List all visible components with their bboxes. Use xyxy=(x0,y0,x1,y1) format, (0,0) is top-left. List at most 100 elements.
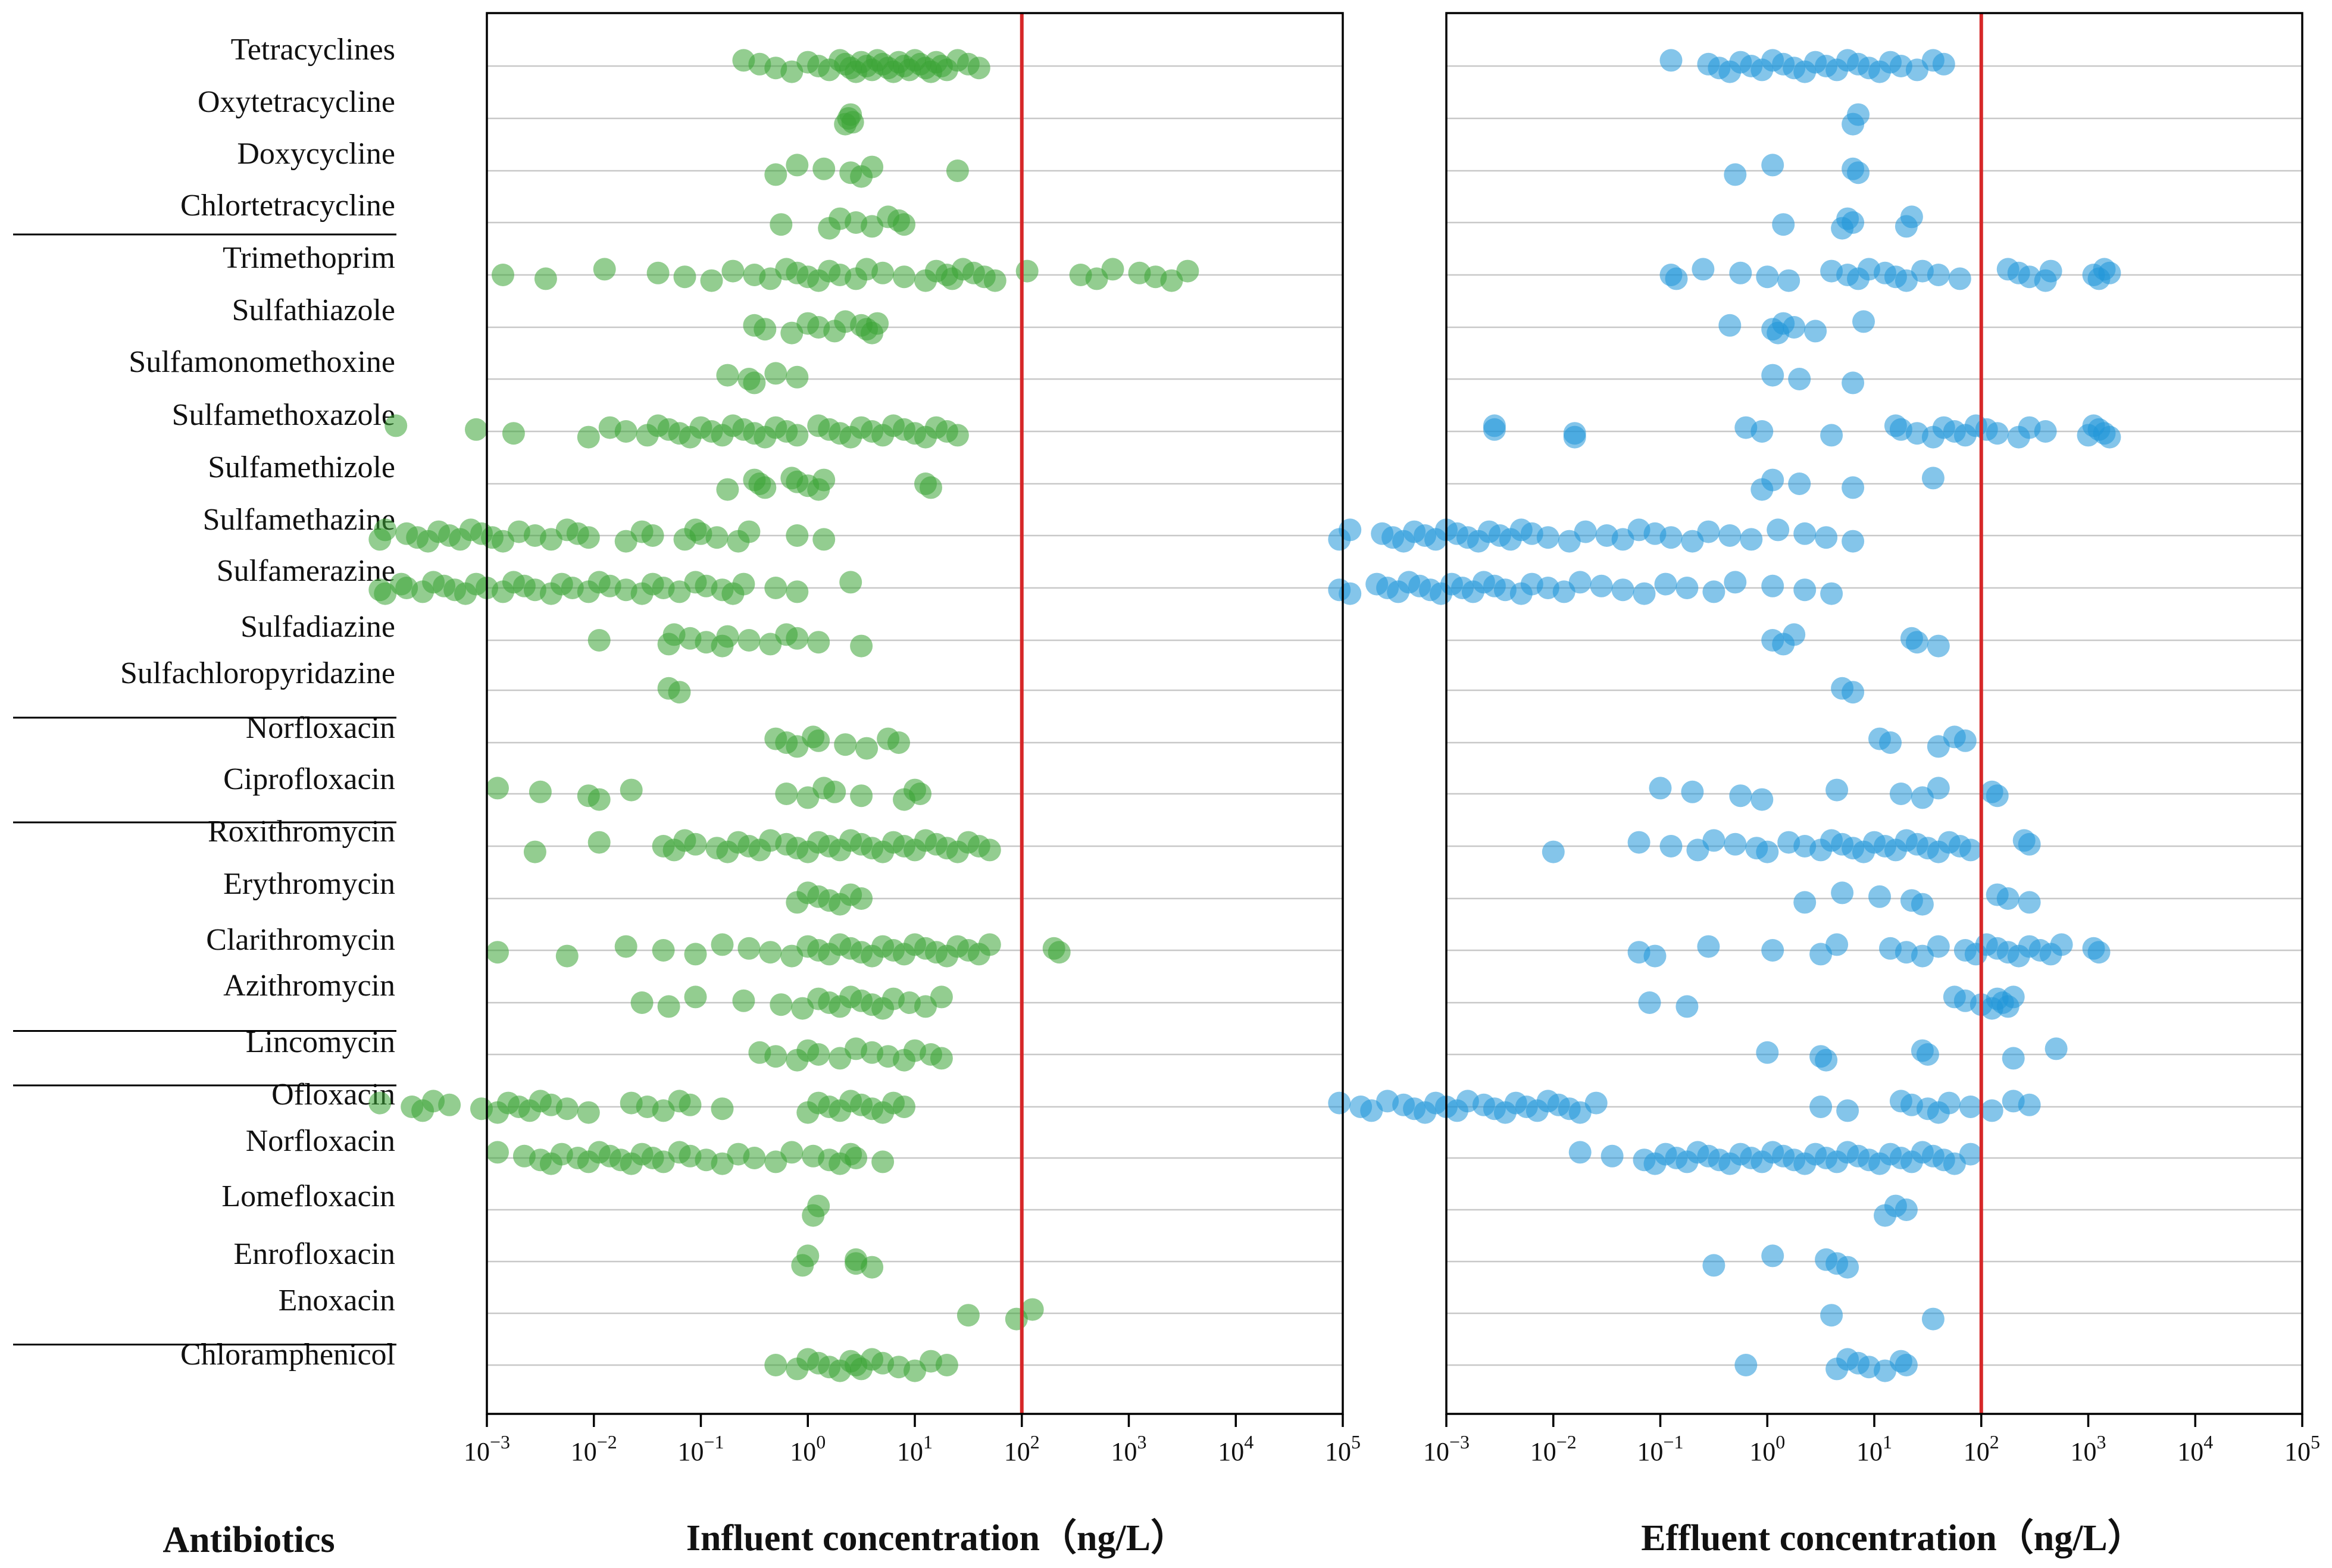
effluent-point xyxy=(1959,1096,1982,1118)
influent-point xyxy=(930,985,953,1009)
effluent-point xyxy=(2039,259,2062,283)
influent-point xyxy=(587,788,611,811)
tick-label: 103 xyxy=(2071,1431,2106,1466)
effluent-point xyxy=(1879,731,1902,754)
effluent-point xyxy=(1895,1198,1918,1221)
effluent-point xyxy=(1900,205,1923,229)
tick-label: 10−3 xyxy=(1423,1431,1470,1466)
effluent-point xyxy=(1921,1307,1945,1331)
influent-point xyxy=(577,526,600,549)
influent-point xyxy=(780,1141,804,1164)
influent-point xyxy=(711,1097,734,1121)
effluent-point xyxy=(1627,831,1650,854)
influent-point xyxy=(956,1304,980,1327)
category-label: Chlortetracycline xyxy=(180,189,395,223)
effluent-point xyxy=(1959,1143,1982,1166)
influent-point xyxy=(657,995,680,1018)
effluent-point xyxy=(1568,571,1592,594)
effluent-point xyxy=(1761,574,1784,597)
effluent-point xyxy=(1927,935,1950,958)
influent-point xyxy=(684,985,707,1009)
influent-point xyxy=(711,933,734,956)
influent-point xyxy=(887,731,910,754)
effluent-point xyxy=(1927,634,1950,658)
effluent-point xyxy=(1665,267,1688,290)
effluent-point xyxy=(1702,580,1725,603)
influent-point xyxy=(1101,258,1124,281)
effluent-point xyxy=(1590,574,1613,597)
effluent-point xyxy=(1932,52,1955,76)
category-label: Sulfamethoxazole xyxy=(172,398,395,432)
effluent-point xyxy=(1842,681,1865,704)
influent-point xyxy=(1048,941,1071,964)
effluent-point xyxy=(1847,103,1870,126)
category-label: Sulfadiazine xyxy=(240,610,395,644)
effluent-point xyxy=(1702,1254,1725,1277)
effluent-point xyxy=(1633,582,1656,605)
effluent-point xyxy=(1761,1244,1784,1267)
influent-point xyxy=(855,737,879,760)
influent-point xyxy=(893,213,915,236)
influent-point xyxy=(529,780,552,803)
influent-point xyxy=(523,840,546,863)
influent-point xyxy=(967,57,990,80)
tick-label: 100 xyxy=(1749,1431,1785,1466)
influent-point xyxy=(764,163,787,186)
effluent-point xyxy=(1905,631,1928,654)
effluent-point xyxy=(1986,784,2009,808)
tick-label: 10−2 xyxy=(1530,1431,1577,1466)
effluent-point xyxy=(1842,371,1865,395)
effluent-point xyxy=(1815,526,1838,549)
effluent-point xyxy=(1339,582,1362,605)
influent-point xyxy=(614,935,637,958)
category-label: Norfloxacin xyxy=(246,711,395,745)
effluent-point xyxy=(1847,161,1870,184)
influent-point xyxy=(920,476,942,499)
effluent-point xyxy=(1761,939,1784,962)
influent-point xyxy=(807,1043,830,1066)
influent-point xyxy=(705,526,729,549)
influent-point xyxy=(721,259,745,283)
influent-point xyxy=(786,524,809,547)
influent-point xyxy=(866,312,889,335)
influent-point xyxy=(465,418,487,441)
effluent-point xyxy=(1772,213,1795,236)
effluent-point xyxy=(1793,891,1817,914)
influent-point xyxy=(861,155,884,179)
effluent-point xyxy=(1793,578,1817,602)
effluent-point xyxy=(2098,425,2121,449)
effluent-point xyxy=(2018,832,2041,856)
effluent-point xyxy=(1729,261,1752,284)
category-label: Norfloxacin xyxy=(246,1124,395,1158)
tick-label: 100 xyxy=(790,1431,826,1466)
effluent-point xyxy=(1328,1091,1351,1115)
effluent-point xyxy=(1980,1099,2003,1122)
tick-label: 10−1 xyxy=(1637,1431,1683,1466)
effluent-point xyxy=(1761,154,1784,177)
influent-point xyxy=(775,783,798,805)
effluent-point xyxy=(1889,783,1912,805)
effluent-point xyxy=(1804,320,1827,343)
effluent-axis-title: Effluent concentration（ng/L） xyxy=(1641,1517,2145,1558)
influent-point xyxy=(946,159,969,182)
influent-point xyxy=(486,941,509,964)
effluent-point xyxy=(1842,211,1865,234)
effluent-point xyxy=(1783,316,1806,339)
effluent-point xyxy=(1820,424,1843,447)
influent-point xyxy=(374,518,397,542)
effluent-point xyxy=(2018,1093,2041,1116)
influent-point xyxy=(743,1147,766,1169)
group-dividers xyxy=(13,233,396,1345)
effluent-point xyxy=(1756,840,1779,863)
effluent-point xyxy=(1649,777,1672,800)
influent-point xyxy=(438,1093,461,1116)
effluent-point xyxy=(1809,1096,1833,1118)
influent-point xyxy=(368,1091,392,1115)
influent-point xyxy=(823,780,846,803)
effluent-point xyxy=(1718,314,1742,337)
effluent-point xyxy=(2087,941,2111,964)
effluent-point xyxy=(1783,623,1806,646)
influent-point xyxy=(732,572,755,596)
influent-point xyxy=(673,265,696,289)
influent-point xyxy=(754,476,777,499)
